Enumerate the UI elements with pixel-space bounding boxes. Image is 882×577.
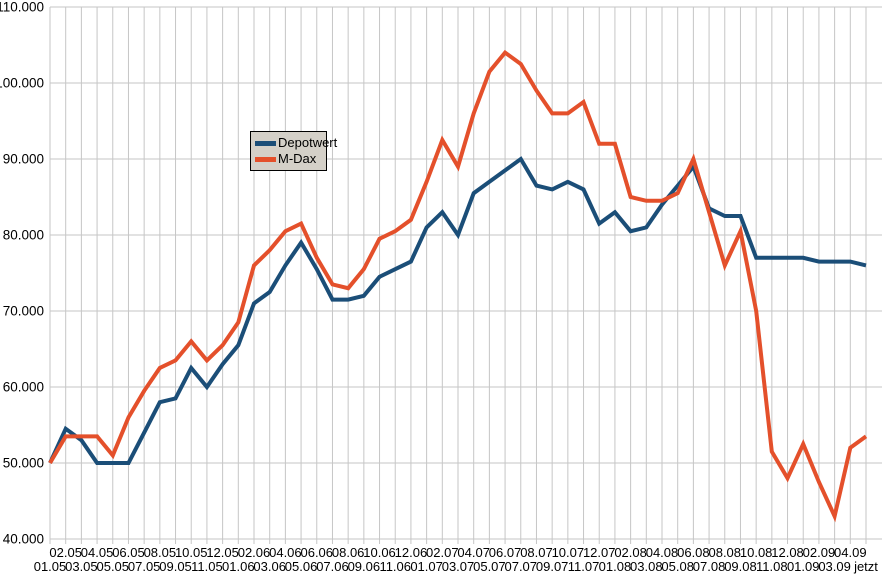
x-axis-tick-label: 10.08 [740, 545, 773, 560]
x-axis-tick-label: 08.08 [708, 545, 741, 560]
x-axis-tick-label: 08.06 [332, 545, 365, 560]
y-axis-tick-label: 80.000 [3, 228, 44, 243]
x-axis-tick-label: 05.06 [285, 559, 318, 574]
x-axis-tick-label: 11.08 [756, 559, 788, 574]
x-axis-tick-label: 06.07 [489, 545, 522, 560]
y-axis-tick-label: 110.000 [0, 0, 44, 15]
x-axis-tick-label: 03.07 [442, 559, 475, 574]
y-axis-tick-label: 50.000 [3, 456, 44, 471]
x-axis-tick-label: 01.06 [222, 559, 255, 574]
x-axis-tick-label: 03.08 [630, 559, 663, 574]
depotwert-line [48, 156, 867, 465]
x-axis-tick-label: 02.08 [614, 545, 647, 560]
x-axis-tick-label: 08.05 [144, 545, 177, 560]
x-axis-tick-label: 10.05 [175, 545, 208, 560]
x-axis-tick-label: 02.05 [49, 545, 82, 560]
x-axis-tick-label: 04.05 [81, 545, 114, 560]
x-axis-tick-label: 09.05 [159, 559, 192, 574]
x-axis-tick-label: 03.05 [65, 559, 98, 574]
x-axis-tick-label: 12.08 [771, 545, 804, 560]
x-axis-tick-label: 11.06 [379, 559, 411, 574]
x-axis-tick-label: 07.06 [316, 559, 349, 574]
y-axis-tick-label: 40.000 [3, 532, 44, 547]
x-axis-tick-label: 09.08 [724, 559, 757, 574]
y-axis-tick-label: 70.000 [3, 304, 44, 319]
legend-item-mdax: M-Dax [255, 151, 326, 167]
x-axis-tick-label: 07.07 [504, 559, 537, 574]
y-axis-tick-label: 100.000 [0, 76, 44, 91]
x-axis-tick-label: 09.07 [536, 559, 569, 574]
x-axis-tick-label: 12.05 [206, 545, 239, 560]
x-axis-tick-label: 01.08 [599, 559, 632, 574]
x-axis-tick-label: 01.07 [410, 559, 443, 574]
x-axis-tick-label: 06.06 [300, 545, 333, 560]
x-axis-tick-label: 03.06 [253, 559, 286, 574]
legend-label-mdax: M-Dax [278, 151, 317, 166]
x-axis-tick-label: 02.07 [426, 545, 459, 560]
x-axis-tick-label: jetzt [853, 559, 878, 574]
legend: Depotwert M-Dax [250, 131, 337, 171]
x-axis-tick-label: 06.05 [112, 545, 145, 560]
x-axis-tick-label: 08.07 [520, 545, 553, 560]
y-axis-tick-label: 90.000 [3, 152, 44, 167]
legend-label-depotwert: Depotwert [278, 135, 338, 150]
x-axis-tick-label: 03.09 [818, 559, 851, 574]
legend-swatch-depotwert [255, 140, 276, 146]
x-axis-tick-label: 02.09 [803, 545, 836, 560]
x-axis-tick-label: 01.09 [787, 559, 820, 574]
x-axis-tick-label: 07.05 [128, 559, 161, 574]
m-dax-line [48, 49, 868, 523]
x-axis-tick-label: 10.06 [363, 545, 396, 560]
x-axis-tick-label: 11.05 [191, 559, 223, 574]
x-axis-tick-label: 04.07 [457, 545, 490, 560]
x-axis-tick-label: 04.08 [646, 545, 679, 560]
x-axis-tick-label: 05.08 [661, 559, 694, 574]
x-axis-tick-label: 02.06 [238, 545, 271, 560]
legend-swatch-mdax [255, 156, 276, 162]
x-axis-tick-label: 10.07 [552, 545, 585, 560]
y-axis-tick-label: 60.000 [3, 380, 44, 395]
x-axis-tick-label: 12.07 [583, 545, 616, 560]
x-axis-tick-label: 11.07 [568, 559, 600, 574]
x-axis-tick-label: 04.06 [269, 545, 302, 560]
x-axis-tick-label: 05.07 [473, 559, 506, 574]
x-axis-tick-label: 01.05 [34, 559, 67, 574]
x-axis-tick-label: 05.05 [96, 559, 129, 574]
x-axis-tick-label: 04.09 [834, 545, 867, 560]
x-axis-tick-label: 09.06 [348, 559, 381, 574]
x-axis-tick-label: 06.08 [677, 545, 710, 560]
legend-item-depotwert: Depotwert [255, 135, 337, 151]
x-axis-tick-label: 07.08 [693, 559, 726, 574]
x-axis-tick-label: 12.06 [395, 545, 428, 560]
